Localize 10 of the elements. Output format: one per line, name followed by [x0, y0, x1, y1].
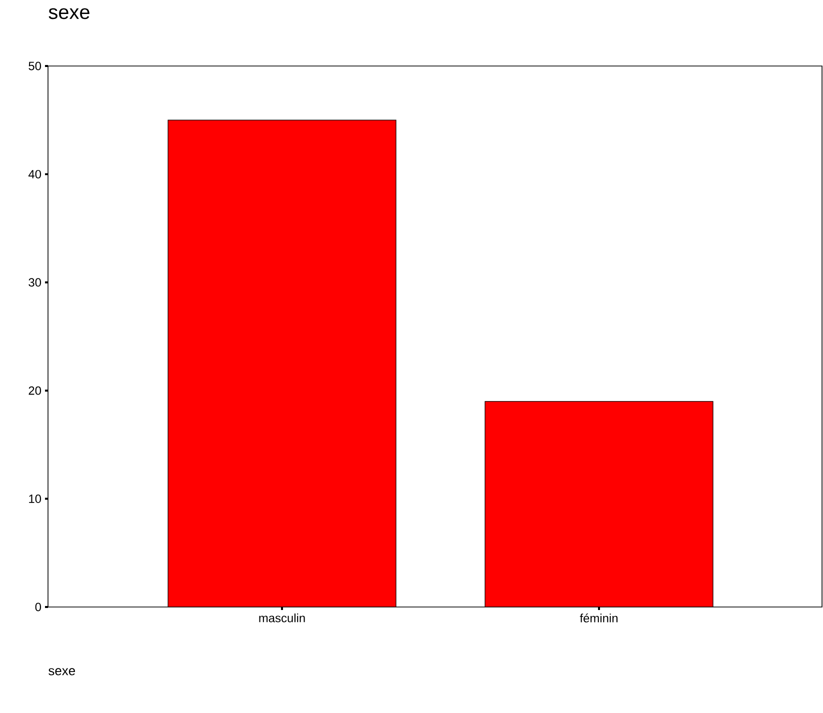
chart-title: sexe	[48, 8, 90, 20]
y-tick-label: 10	[29, 494, 42, 504]
y-tick-label: 30	[28, 278, 42, 287]
y-tick-label: 20	[28, 386, 42, 395]
text: sexe	[48, 668, 75, 676]
y-tick-label: 0	[35, 602, 42, 612]
x-tick-label: masculin	[259, 614, 305, 622]
x-tick-label: féminin	[580, 614, 618, 622]
y-tick-label: 50	[28, 62, 42, 70]
y-tick-label: 40	[28, 170, 42, 178]
